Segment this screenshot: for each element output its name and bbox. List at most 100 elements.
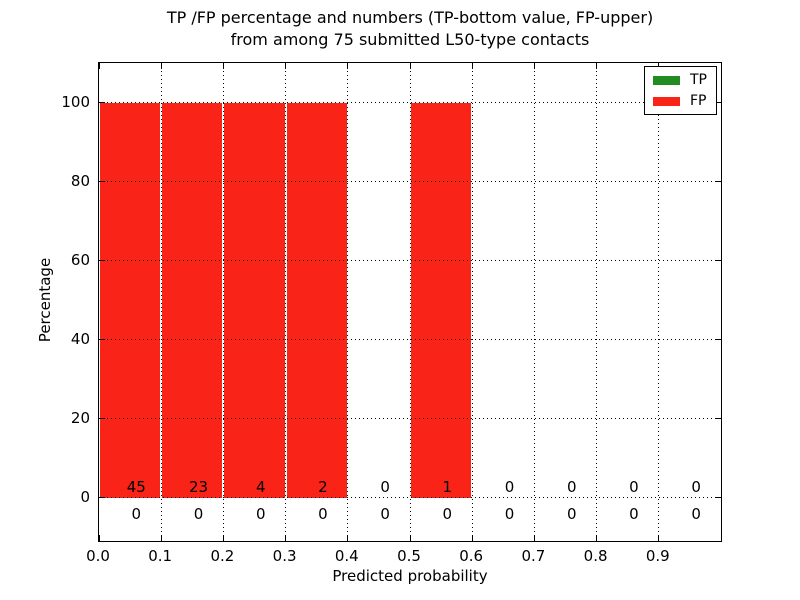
y-tick-right [715,418,721,420]
fp-count-label: 0 [566,477,577,496]
x-tick-top [347,63,349,69]
x-tick-label: 0.5 [397,547,421,565]
fp-count-label: 4 [255,477,266,496]
gridline-vertical [409,63,411,541]
gridline-vertical [658,63,660,541]
bar-fp [224,102,285,498]
x-axis-label: Predicted probability [332,567,488,585]
y-tick-label: 60 [70,250,90,269]
tp-count-label: 0 [193,504,204,523]
gridline-horizontal [99,339,721,341]
x-tick-bottom [347,535,349,541]
tp-color-swatch [653,75,680,85]
tp-count-label: 0 [380,504,390,523]
x-tick-label: 0.9 [645,547,670,565]
y-axis-label: Percentage [36,257,54,343]
gridline-vertical [471,63,473,541]
y-tick-left [99,497,105,499]
x-tick-top [533,63,535,69]
legend-row-fp: FP [653,94,707,108]
y-tick-label: 80 [70,171,90,190]
tp-count-label: 0 [629,504,639,523]
chart-title-line-1: TP /FP percentage and numbers (TP-bottom… [166,8,654,27]
tp-count-label: 0 [255,504,266,523]
legend: TP FP [644,66,717,115]
legend-label-fp: FP [690,93,707,109]
plot-area: 45 0 23 0 4 0 2 0 0 0 1 0 0 0 0 0 0 0 0 0 TP FP [98,62,722,542]
gridline-vertical [347,63,349,541]
x-tick-top [471,63,473,69]
x-tick-label: 0.4 [334,547,359,565]
x-tick-bottom [533,535,535,541]
x-tick-bottom [658,535,660,541]
gridline-vertical [533,63,535,541]
gridline-vertical [285,63,287,541]
x-tick-bottom [98,535,100,541]
fp-count-label: 45 [126,477,146,496]
x-tick-top [596,63,598,69]
tp-count-label: 0 [691,504,701,523]
gridline-horizontal [99,102,721,103]
x-tick-top [98,63,100,69]
x-tick-label: 0.0 [86,547,110,565]
x-tick-bottom [222,535,224,541]
fp-count-label: 0 [629,477,639,496]
bar-fp [286,102,347,498]
x-tick-label: 0.3 [272,547,297,565]
x-tick-bottom [409,535,411,541]
y-tick-label: 40 [70,329,90,348]
x-tick-top [285,63,287,69]
fp-count-label: 23 [188,477,209,496]
fp-count-label: 2 [318,477,328,496]
gridline-vertical [222,63,224,541]
y-tick-right [715,260,721,262]
y-tick-right [715,339,721,341]
legend-row-tp: TP [653,73,707,87]
tp-count-label: 0 [131,504,142,523]
gridline-vertical [160,63,162,541]
y-tick-left [99,260,105,262]
y-tick-label: 0 [80,487,90,506]
y-tick-left [99,102,105,103]
tp-count-label: 0 [566,504,577,523]
y-tick-label: 100 [61,92,90,111]
x-tick-label: 0.6 [459,547,484,565]
fp-count-label: 0 [691,477,701,496]
y-tick-left [99,181,105,182]
x-tick-bottom [160,535,162,541]
gridline-horizontal [99,418,721,420]
y-tick-label: 20 [70,408,90,427]
bar-fp [411,102,472,498]
gridline-horizontal [99,260,721,262]
legend-label-tp: TP [690,72,707,88]
x-tick-top [409,63,411,69]
x-tick-bottom [596,535,598,541]
tp-count-label: 0 [504,504,515,523]
fp-count-label: 0 [504,477,515,496]
x-tick-label: 0.1 [148,547,173,565]
y-tick-left [99,339,105,341]
fp-color-swatch [653,96,680,106]
x-tick-label: 0.7 [521,547,546,565]
x-tick-bottom [285,535,287,541]
gridline-vertical [596,63,598,541]
fp-count-label: 1 [442,477,453,496]
x-tick-top [222,63,224,69]
tp-count-label: 0 [318,504,328,523]
bar-fp [100,102,161,498]
fp-count-label: 0 [380,477,390,496]
chart-title: TP /FP percentage and numbers (TP-bottom… [98,7,722,51]
x-tick-label: 0.2 [210,547,235,565]
x-tick-top [160,63,162,69]
y-tick-right [715,497,721,499]
x-tick-bottom [471,535,473,541]
gridline-horizontal [99,497,721,499]
y-tick-left [99,418,105,420]
y-tick-right [715,181,721,182]
gridline-horizontal [99,181,721,182]
tp-count-label: 0 [442,504,453,523]
bar-fp [162,102,223,498]
chart-title-line-2: from among 75 submitted L50-type contact… [230,30,590,49]
x-tick-label: 0.8 [583,547,608,565]
